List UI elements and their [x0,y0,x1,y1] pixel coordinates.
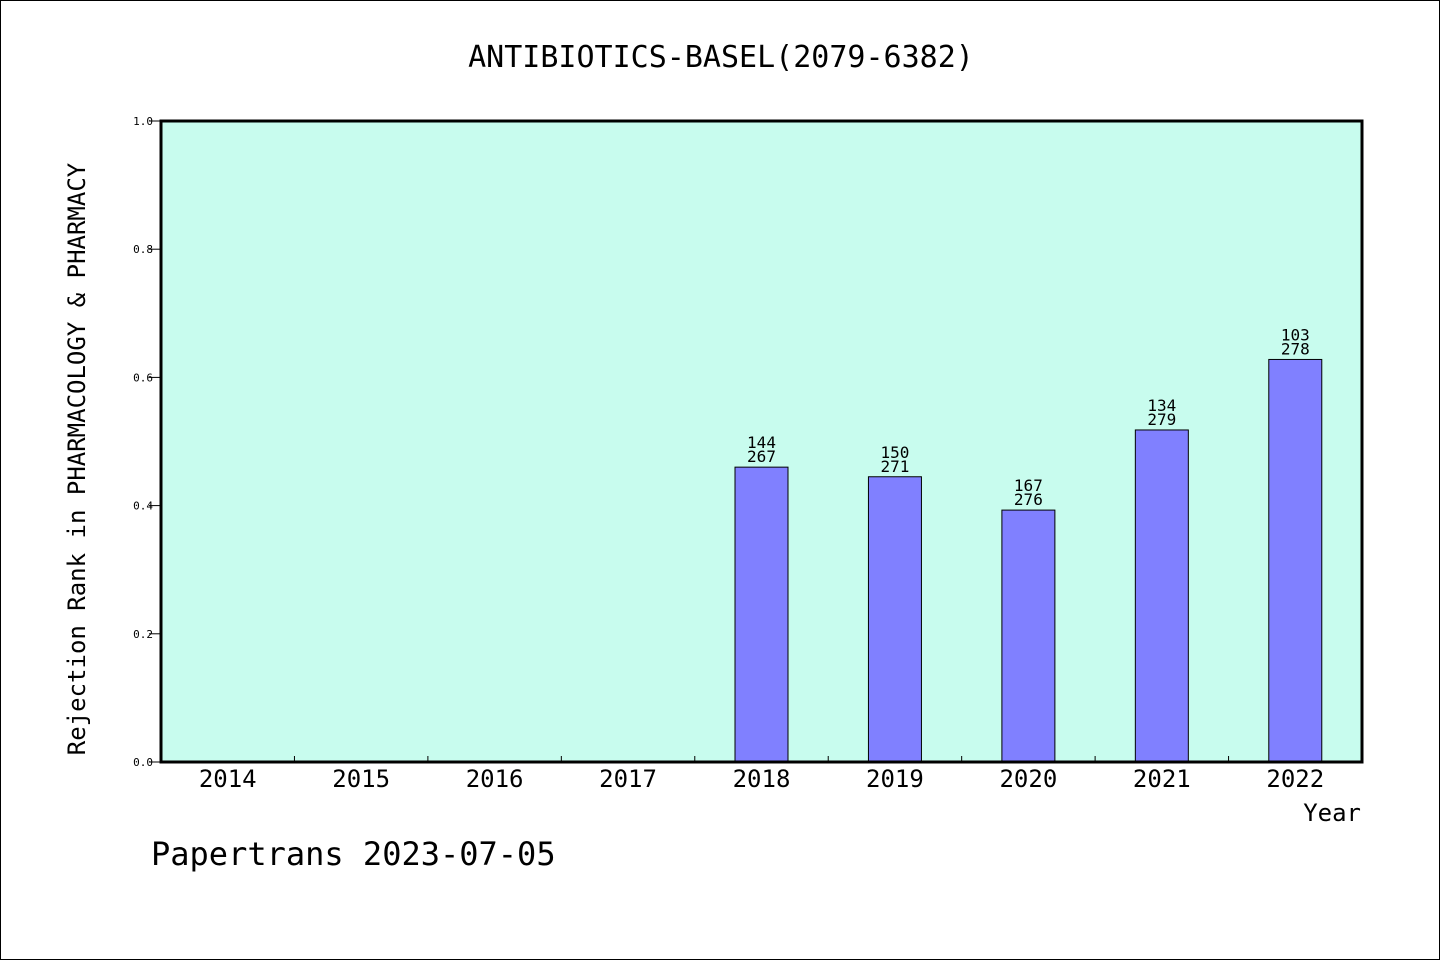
bar [1268,358,1323,763]
x-axis-ticks: 2014 2015 2016 2017 2018 2019 2020 2021 2022 [199,756,1324,793]
x-tick-label: 2019 [866,765,924,793]
y-tick-label: 1.0 [133,115,153,128]
x-axis-label: Year [1303,799,1361,827]
bar-label-bottom: 267 [747,447,776,466]
x-tick-label: 2014 [199,765,257,793]
bar [867,476,922,763]
y-tick-label: 0.0 [133,756,153,769]
y-tick-label: 0.8 [133,243,153,256]
bar-label-top: 103 [1281,325,1310,344]
y-tick-label: 0.4 [133,500,153,513]
bar [1134,429,1189,763]
y-axis-ticks: 0.0 0.2 0.4 0.6 0.8 1.0 [133,115,161,769]
bar-label-bottom: 276 [1014,490,1043,509]
x-tick-label: 2016 [466,765,524,793]
x-tick-label: 2017 [599,765,657,793]
y-tick-label: 0.2 [133,628,153,641]
bar-label-top: 134 [1147,396,1176,415]
bar [734,466,789,763]
chart-title: ANTIBIOTICS-BASEL(2079-6382) [468,40,974,75]
bar-label-bottom: 278 [1281,339,1310,358]
bar-label-top: 167 [1014,476,1043,495]
x-tick-label: 2022 [1266,765,1324,793]
x-tick-label: 2020 [999,765,1057,793]
bar-label-bottom: 279 [1147,410,1176,429]
x-tick-label: 2015 [332,765,390,793]
footer-credit: Papertrans 2023-07-05 [151,835,556,873]
bar-label-bottom: 271 [880,457,909,476]
bar-label-top: 150 [880,443,909,462]
bar [1001,509,1056,763]
x-tick-label: 2018 [733,765,791,793]
y-axis-label: Rejection Rank in PHARMACOLOGY & PHARMAC… [63,162,91,755]
x-tick-label: 2021 [1133,765,1191,793]
y-tick-label: 0.6 [133,371,153,384]
plot-border [159,119,1364,764]
bar-label-top: 144 [747,433,776,452]
